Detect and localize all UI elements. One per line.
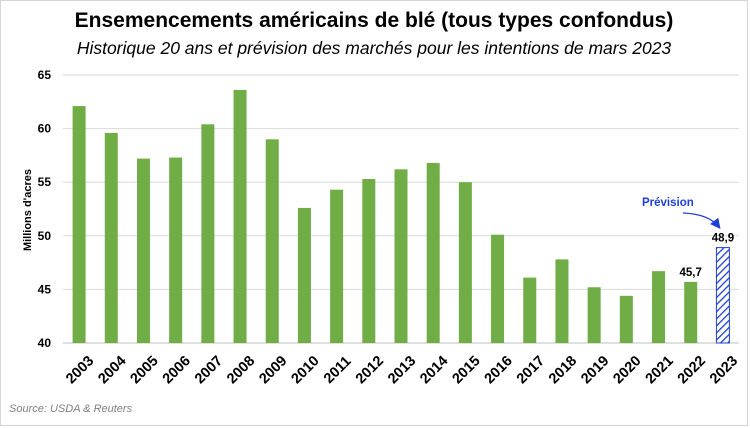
x-tick-label: 2004 xyxy=(95,353,129,387)
bar-2016 xyxy=(491,234,505,343)
y-tick-label: 55 xyxy=(38,175,52,189)
bar-2008 xyxy=(233,90,247,344)
x-tick-label: 2016 xyxy=(482,353,516,387)
bar-2011 xyxy=(330,189,344,343)
bar-2021 xyxy=(652,271,666,343)
y-tick-label: 65 xyxy=(38,68,52,82)
x-tick-label: 2009 xyxy=(256,353,290,387)
x-tick-label: 2005 xyxy=(128,353,162,387)
bars xyxy=(72,90,730,344)
data-label-2023: 48,9 xyxy=(712,233,734,245)
bar-2004 xyxy=(104,132,118,343)
x-tick-label: 2008 xyxy=(224,353,258,387)
chart-title: Ensemencements américains de blé (tous t… xyxy=(74,9,674,32)
x-tick-label: 2021 xyxy=(643,353,677,387)
x-tick-label: 2020 xyxy=(610,353,644,387)
forecast-annotation-label: Prévision xyxy=(642,197,694,209)
x-tick-label: 2013 xyxy=(385,353,419,387)
forecast-annotation: Prévision xyxy=(642,197,721,230)
y-tick-label: 60 xyxy=(38,122,52,136)
bar-2022 xyxy=(684,281,698,343)
x-tick-label: 2012 xyxy=(353,353,387,387)
bar-2012 xyxy=(362,178,376,343)
x-tick-label: 2007 xyxy=(192,353,226,387)
data-label-2022: 45,7 xyxy=(680,267,702,279)
bar-2003 xyxy=(72,106,86,343)
bar-2019 xyxy=(587,287,601,343)
bar-2006 xyxy=(169,157,183,343)
y-tick-label: 45 xyxy=(38,282,52,296)
bar-2007 xyxy=(201,124,215,343)
y-axis-label: Millions d'acres xyxy=(22,169,34,251)
x-tick-label: 2011 xyxy=(321,353,355,387)
bar-2018 xyxy=(555,259,569,343)
source-note: Source: USDA & Reuters xyxy=(9,403,133,415)
y-tick-label: 50 xyxy=(38,229,52,243)
data-labels: 45,7 48,9 xyxy=(680,233,735,279)
bar-2014 xyxy=(426,162,440,343)
bar-2020 xyxy=(619,295,633,343)
bar-2005 xyxy=(136,158,150,343)
bar-2017 xyxy=(523,277,537,343)
x-tick-label: 2022 xyxy=(675,353,709,387)
x-tick-label: 2018 xyxy=(546,353,580,387)
bar-forecast-2023 xyxy=(715,247,730,344)
chart-subtitle: Historique 20 ans et prévision des march… xyxy=(76,38,672,58)
x-axis: 2003200420052006200720082009201020112012… xyxy=(63,353,741,387)
bar-2010 xyxy=(297,207,311,343)
x-tick-label: 2014 xyxy=(417,353,451,387)
x-tick-label: 2010 xyxy=(289,353,323,387)
bar-2015 xyxy=(458,182,472,343)
x-tick-label: 2015 xyxy=(449,353,483,387)
forecast-arrow xyxy=(682,212,721,230)
y-tick-label: 40 xyxy=(38,336,52,350)
y-axis: 40 45 50 55 60 65 xyxy=(38,68,52,350)
x-tick-label: 2023 xyxy=(707,353,741,387)
bar-2009 xyxy=(265,139,279,343)
x-tick-label: 2006 xyxy=(160,353,194,387)
x-tick-label: 2017 xyxy=(514,353,548,387)
bar-2013 xyxy=(394,169,408,343)
x-tick-label: 2019 xyxy=(578,353,612,387)
x-tick-label: 2003 xyxy=(63,353,97,387)
